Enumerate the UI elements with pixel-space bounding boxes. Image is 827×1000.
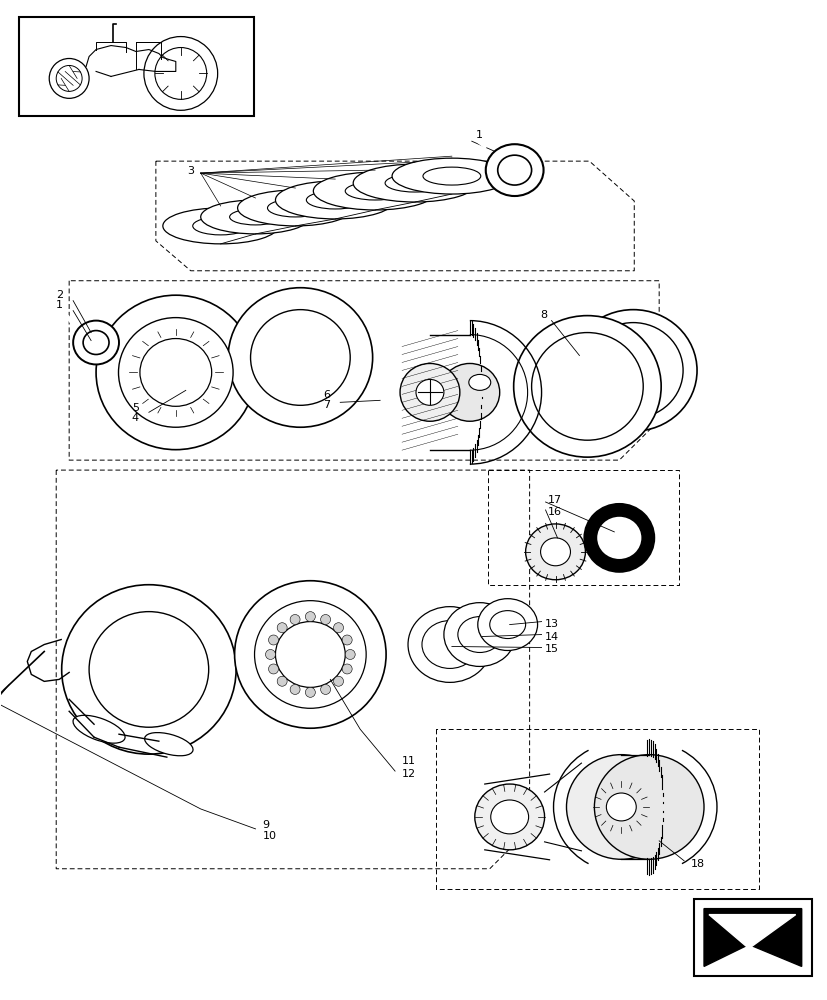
Text: 1: 1 [56,300,63,310]
Ellipse shape [385,174,444,192]
Text: 7: 7 [323,400,330,410]
Ellipse shape [193,217,248,235]
Circle shape [268,664,278,674]
Circle shape [289,615,299,624]
Text: 13: 13 [544,619,558,629]
Ellipse shape [254,601,366,708]
Circle shape [342,635,351,645]
Text: 11: 11 [402,756,415,766]
Ellipse shape [234,581,385,728]
FancyBboxPatch shape [693,899,810,976]
Ellipse shape [345,182,404,200]
Ellipse shape [275,181,394,219]
Text: 2: 2 [56,290,63,300]
Ellipse shape [540,538,570,566]
Polygon shape [703,909,801,966]
Text: 6: 6 [323,390,330,400]
Ellipse shape [89,612,208,727]
Ellipse shape [392,158,511,194]
Ellipse shape [200,200,310,234]
Text: 15: 15 [544,644,558,654]
Text: 1: 1 [476,130,483,140]
Ellipse shape [140,339,212,406]
Text: 4: 4 [131,413,139,423]
Ellipse shape [513,316,661,457]
Circle shape [320,684,330,694]
Text: 18: 18 [691,859,705,869]
Circle shape [320,615,330,624]
Ellipse shape [531,333,643,440]
Ellipse shape [595,516,642,560]
Ellipse shape [490,800,528,834]
Ellipse shape [474,784,544,850]
Ellipse shape [237,190,353,226]
Ellipse shape [566,755,676,859]
Ellipse shape [353,164,476,202]
Text: 8: 8 [540,310,547,320]
Ellipse shape [594,755,703,859]
Ellipse shape [408,607,491,682]
Ellipse shape [423,167,480,185]
Ellipse shape [96,295,256,450]
Ellipse shape [163,208,278,244]
Ellipse shape [485,144,543,196]
Circle shape [277,676,287,686]
Ellipse shape [584,504,653,572]
Text: 3: 3 [187,166,194,176]
Circle shape [305,687,315,697]
Ellipse shape [605,793,635,821]
Circle shape [277,623,287,633]
Circle shape [268,635,278,645]
Ellipse shape [468,374,490,390]
Text: 9: 9 [262,820,270,830]
Ellipse shape [83,331,109,354]
Ellipse shape [415,379,443,405]
Text: 14: 14 [544,632,558,642]
Circle shape [265,649,275,659]
Text: 16: 16 [547,507,561,517]
Text: 17: 17 [547,495,561,505]
Text: 10: 10 [262,831,276,841]
Ellipse shape [73,321,119,364]
Ellipse shape [118,318,233,427]
FancyBboxPatch shape [19,17,253,116]
Ellipse shape [267,199,323,217]
Ellipse shape [229,209,281,225]
Ellipse shape [489,611,525,639]
Circle shape [333,676,343,686]
Ellipse shape [422,621,477,668]
Circle shape [342,664,351,674]
Ellipse shape [313,172,437,210]
Ellipse shape [457,617,501,652]
Ellipse shape [251,310,350,405]
Ellipse shape [306,191,364,209]
Circle shape [333,623,343,633]
Ellipse shape [583,323,682,418]
Ellipse shape [443,603,515,666]
Ellipse shape [61,585,236,754]
Ellipse shape [73,715,125,743]
Circle shape [289,684,299,694]
Ellipse shape [569,310,696,431]
Polygon shape [708,915,795,948]
Ellipse shape [228,288,372,427]
Circle shape [305,612,315,622]
Ellipse shape [497,155,531,185]
Ellipse shape [145,733,193,756]
Ellipse shape [525,524,585,580]
Ellipse shape [439,363,500,421]
Ellipse shape [399,363,459,421]
Text: 5: 5 [131,403,139,413]
Text: 12: 12 [402,769,416,779]
Circle shape [345,649,355,659]
Ellipse shape [477,599,537,650]
Ellipse shape [275,622,345,687]
